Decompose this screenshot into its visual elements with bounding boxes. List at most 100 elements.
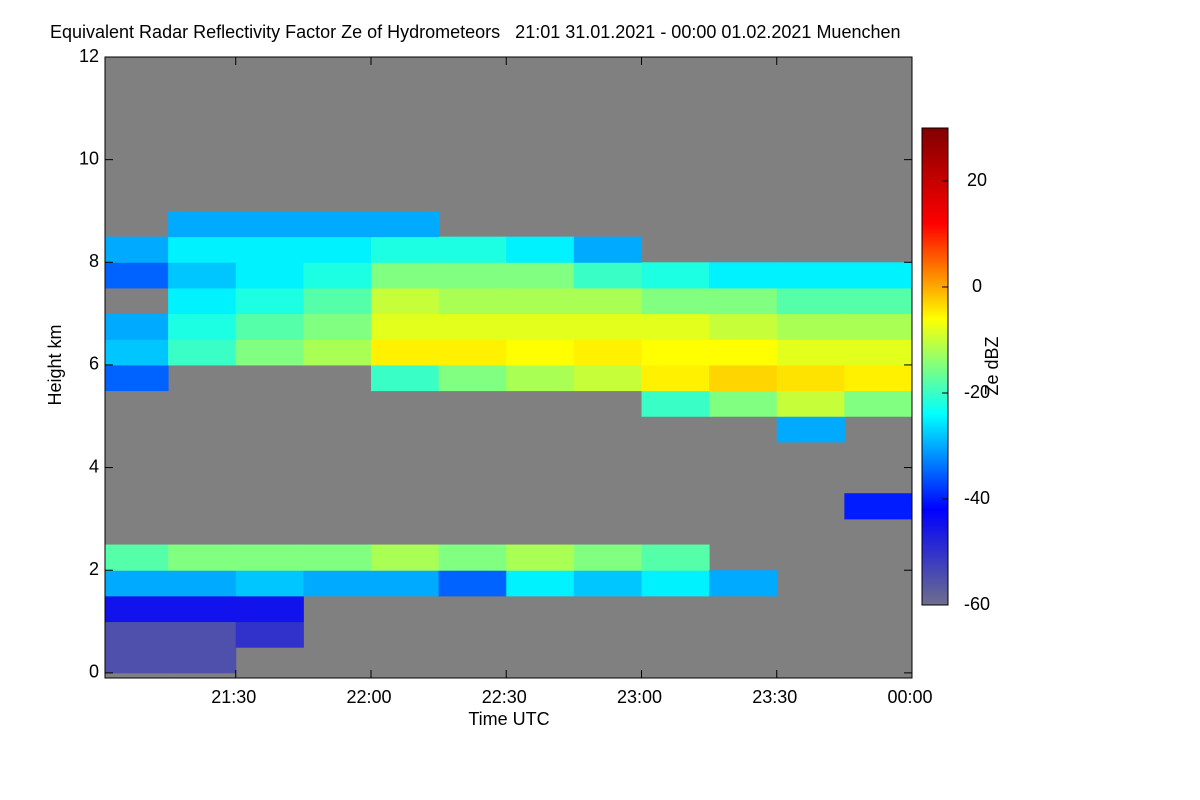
cell: [105, 621, 169, 648]
cell: [235, 210, 304, 238]
cell: [776, 364, 845, 392]
cell: [641, 262, 710, 289]
cell: [641, 313, 710, 340]
cell: [438, 544, 507, 571]
x-axis-label: Time UTC: [468, 709, 549, 729]
cell: [105, 262, 169, 289]
x-tick-label: 22:30: [482, 687, 527, 707]
y-tick-label: 2: [89, 559, 99, 579]
y-tick-label: 8: [89, 251, 99, 271]
cell: [168, 544, 237, 571]
cell: [438, 364, 507, 392]
cell: [303, 313, 372, 340]
cell: [105, 364, 169, 392]
cell: [573, 544, 642, 571]
cell: [506, 262, 575, 289]
cell: [235, 262, 304, 289]
cell: [709, 339, 778, 366]
y-tick-label: 6: [89, 354, 99, 374]
cell: [844, 313, 912, 340]
x-tick-label: 23:30: [752, 687, 797, 707]
cell: [370, 262, 440, 289]
cell: [573, 313, 642, 340]
cell: [506, 570, 575, 597]
cell: [641, 364, 710, 392]
cell: [438, 262, 507, 289]
cell: [573, 236, 642, 263]
cell: [776, 416, 845, 443]
plot-frame: [104, 56, 913, 679]
cell: [776, 390, 845, 417]
cell: [573, 364, 642, 392]
cell: [235, 621, 304, 648]
cell: [105, 595, 169, 623]
cell: [303, 570, 372, 597]
cell: [844, 493, 912, 520]
cell: [370, 339, 440, 366]
cell: [844, 390, 912, 417]
cell: [303, 262, 372, 289]
cell: [438, 339, 507, 366]
cell: [709, 390, 778, 417]
cell: [438, 313, 507, 340]
cell: [506, 313, 575, 340]
cell: [168, 210, 237, 238]
cell: [235, 236, 304, 263]
cell: [168, 262, 237, 289]
cell: [168, 621, 237, 648]
cell: [235, 595, 304, 623]
cell: [709, 570, 778, 597]
cell: [303, 544, 372, 571]
cell: [303, 236, 372, 263]
cell: [709, 313, 778, 340]
cell: [105, 313, 169, 340]
cell: [168, 287, 237, 315]
cell: [370, 544, 440, 571]
x-tick-label: 23:00: [617, 687, 662, 707]
cell: [168, 339, 237, 366]
cell: [370, 210, 440, 238]
cell: [641, 339, 710, 366]
y-tick-label: 4: [89, 456, 99, 476]
cell: [506, 287, 575, 315]
colorbar-tick-label: 0: [972, 276, 982, 296]
cell: [105, 544, 169, 571]
cell: [303, 339, 372, 366]
y-tick-label: 10: [79, 148, 99, 168]
cell: [844, 339, 912, 366]
cell: [168, 570, 237, 597]
colorbar-tick-label: -20: [964, 382, 990, 402]
cell: [370, 570, 440, 597]
cell: [641, 287, 710, 315]
cell: [438, 236, 507, 263]
cell: [506, 236, 575, 263]
chart-title: Equivalent Radar Reflectivity Factor Ze …: [50, 22, 901, 42]
cell: [844, 262, 912, 289]
cell: [105, 570, 169, 597]
x-tick-label: 22:00: [346, 687, 391, 707]
cell: [776, 262, 845, 289]
cell: [370, 313, 440, 340]
cell: [168, 236, 237, 263]
cell: [370, 287, 440, 315]
cell: [438, 570, 507, 597]
cell: [105, 339, 169, 366]
cell: [776, 287, 845, 315]
cell: [370, 236, 440, 263]
cell: [235, 339, 304, 366]
x-tick-label: 21:30: [211, 687, 256, 707]
cell: [844, 364, 912, 392]
cell: [168, 647, 237, 674]
cell: [303, 210, 372, 238]
cell: [506, 339, 575, 366]
colorbar-tick-label: -40: [964, 488, 990, 508]
cell: [776, 339, 845, 366]
cell: [573, 570, 642, 597]
cell: [709, 262, 778, 289]
colorbar: [921, 127, 949, 606]
cell: [573, 262, 642, 289]
cell: [235, 287, 304, 315]
cell: [573, 287, 642, 315]
y-tick-label: 0: [89, 662, 99, 682]
